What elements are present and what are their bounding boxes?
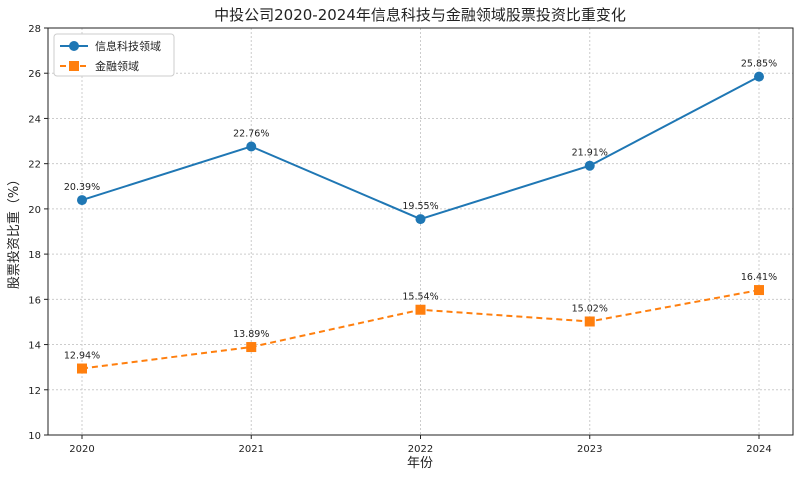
y-tick-label: 14	[28, 341, 41, 352]
y-tick-label: 28	[28, 24, 41, 35]
y-tick-label: 10	[28, 431, 41, 442]
data-point	[754, 71, 764, 82]
y-tick-label: 22	[28, 160, 41, 171]
chart-title: 中投公司2020-2024年信息科技与金融领域股票投资比重变化	[214, 6, 626, 24]
data-label: 21.91%	[572, 148, 608, 159]
data-point	[754, 285, 764, 296]
x-tick-label: 2023	[577, 444, 602, 455]
y-tick-label: 20	[28, 205, 41, 216]
data-point	[77, 363, 87, 374]
data-label: 25.85%	[741, 59, 777, 70]
series-layer: 20.39% 22.76% 19.55% 21.91% 25.85% 12.94% 13.8…	[64, 59, 777, 374]
data-point	[415, 214, 426, 225]
legend-marker	[69, 61, 79, 71]
legend-label: 金融领域	[95, 59, 139, 73]
y-tick-label: 24	[28, 114, 41, 125]
legend-label: 信息科技领域	[95, 39, 161, 53]
data-point	[415, 304, 426, 315]
data-label: 12.94%	[64, 351, 100, 362]
data-point	[584, 160, 595, 171]
data-point	[77, 195, 87, 206]
y-tick-label: 18	[28, 250, 41, 261]
y-tick-label: 12	[28, 386, 41, 397]
data-label: 15.02%	[572, 303, 608, 314]
y-axis-label: 股票投资比重（%）	[6, 173, 22, 289]
x-tick-label: 2024	[746, 444, 771, 455]
y-tick-label: 16	[28, 295, 41, 306]
x-axis-label: 年份	[407, 456, 433, 471]
data-label: 20.39%	[64, 182, 100, 193]
data-label: 19.55%	[402, 201, 438, 212]
grid	[48, 27, 793, 436]
data-label: 13.89%	[233, 329, 269, 340]
data-point	[584, 316, 595, 327]
legend-marker	[69, 41, 79, 51]
y-tick-label: 26	[28, 69, 41, 80]
x-tick-label: 2020	[69, 444, 94, 455]
x-tick-label: 2021	[239, 444, 264, 455]
data-label: 16.41%	[741, 272, 777, 283]
data-point	[246, 141, 257, 152]
x-tick-label: 2022	[408, 444, 433, 455]
data-point	[246, 342, 257, 353]
data-label: 15.54%	[402, 292, 438, 303]
data-label: 22.76%	[233, 128, 269, 139]
